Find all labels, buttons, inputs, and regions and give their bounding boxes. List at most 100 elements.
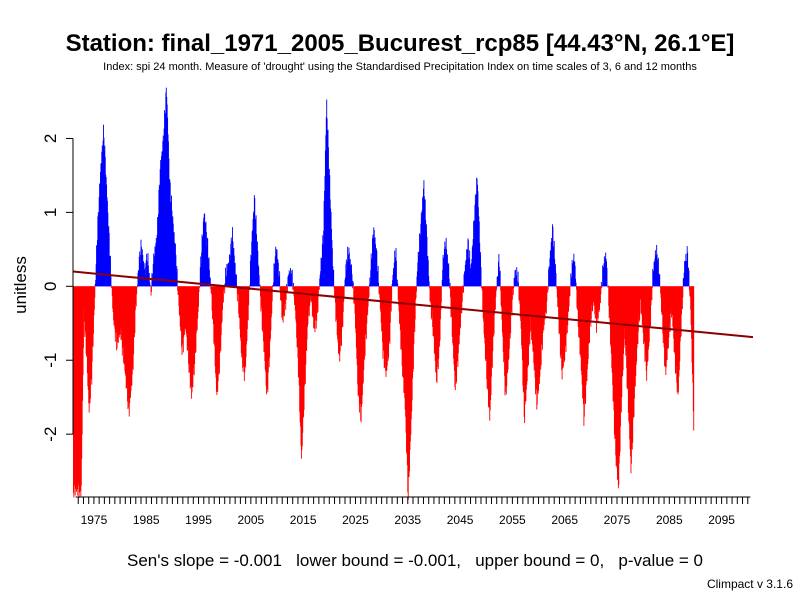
- bar: [351, 286, 353, 289]
- bar: [272, 286, 274, 287]
- bar: [318, 286, 320, 290]
- bar: [688, 270, 690, 287]
- trend-statistics: Sen's slope = -0.001 lower bound = -0.00…: [127, 551, 703, 570]
- bar: [651, 286, 653, 301]
- bar: [376, 250, 378, 287]
- bar: [378, 282, 380, 287]
- bar: [198, 286, 199, 307]
- x-tick-label: 1985: [133, 513, 160, 527]
- bar: [546, 286, 548, 302]
- bar: [209, 278, 211, 287]
- bar: [248, 286, 250, 306]
- x-tick-label: 2095: [708, 513, 735, 527]
- bar: [110, 274, 112, 287]
- bar: [236, 274, 237, 287]
- bar: [427, 260, 429, 287]
- bar: [575, 278, 577, 287]
- bar: [110, 286, 112, 288]
- software-credit: Climpact v 3.1.6: [706, 577, 793, 591]
- bar: [415, 286, 417, 298]
- bar: [462, 285, 464, 287]
- x-tick-label: 2025: [342, 513, 369, 527]
- bar: [333, 269, 335, 287]
- bar: [555, 273, 557, 287]
- bar: [449, 283, 451, 287]
- x-tick-label: 1975: [81, 513, 108, 527]
- bar: [607, 286, 609, 288]
- y-tick-label: -2: [41, 427, 60, 442]
- bar: [377, 265, 379, 287]
- bar: [272, 285, 274, 287]
- bar: [480, 267, 482, 287]
- bar: [277, 262, 279, 287]
- x-tick-label: 2015: [290, 513, 317, 527]
- bar: [280, 286, 281, 301]
- x-axis: 1975 1985 1995 2005 2015 2025 2035 2045 2055 2065…: [75, 496, 751, 527]
- bar: [287, 286, 288, 293]
- bar: [650, 286, 652, 306]
- bar: [136, 286, 138, 295]
- trend-line: [72, 270, 754, 339]
- bar: [448, 263, 450, 287]
- bar: [516, 267, 518, 287]
- bar: [575, 282, 577, 287]
- bar: [651, 286, 653, 289]
- bar: [600, 281, 602, 287]
- bar: [290, 273, 292, 287]
- bar: [515, 269, 516, 287]
- bar: [396, 279, 398, 287]
- bar: [198, 286, 200, 288]
- bar: [495, 286, 497, 297]
- bar: [286, 284, 288, 287]
- bar: [293, 282, 295, 287]
- bar: [93, 286, 95, 310]
- bar: [271, 286, 273, 302]
- bar: [309, 286, 311, 306]
- bar: [440, 286, 442, 303]
- bar: [368, 286, 370, 297]
- bar: [496, 286, 498, 289]
- y-axis-label: unitless: [11, 256, 30, 314]
- bar: [223, 286, 225, 290]
- bar: [397, 283, 399, 287]
- bar: [574, 265, 576, 287]
- x-tick-label: 1995: [185, 513, 212, 527]
- bar: [151, 286, 152, 293]
- bar: [518, 282, 519, 287]
- bar: [693, 286, 695, 431]
- bar: [481, 286, 482, 289]
- bar: [378, 286, 380, 295]
- bar: [259, 284, 261, 287]
- bar: [369, 277, 371, 287]
- bar: [511, 286, 513, 316]
- y-axis: -2 -1 0 1 2: [41, 134, 74, 442]
- bar: [428, 281, 430, 287]
- bar: [448, 278, 450, 287]
- y-tick-label: -1: [41, 353, 60, 368]
- bar: [517, 271, 519, 287]
- bar: [176, 269, 178, 287]
- bar: [461, 286, 463, 302]
- x-tick-label: 2005: [237, 513, 264, 527]
- bar: [317, 286, 319, 312]
- bar: [607, 285, 609, 287]
- bar: [391, 286, 393, 301]
- bar: [449, 286, 451, 289]
- bar: [236, 285, 238, 287]
- x-tick-label: 2085: [656, 513, 683, 527]
- bar: [639, 286, 641, 320]
- bar: [516, 280, 518, 287]
- chart-subtitle: Index: spi 24 month. Measure of 'drought…: [103, 61, 697, 73]
- bar: [110, 255, 111, 287]
- bar: [569, 286, 571, 296]
- x-tick-label: 2055: [499, 513, 526, 527]
- bar: [511, 286, 513, 300]
- bar: [150, 285, 152, 287]
- bar: [414, 286, 416, 320]
- bar: [681, 286, 683, 310]
- bar: [222, 286, 224, 303]
- bar: [512, 286, 514, 296]
- bar: [463, 286, 465, 293]
- bar: [235, 274, 237, 287]
- bar: [687, 252, 689, 287]
